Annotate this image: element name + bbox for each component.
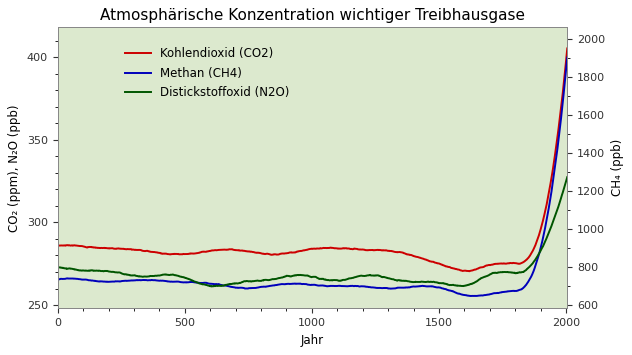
- Methan (CH4): [490, 291, 497, 295]
- Kohlendioxid (CO2): [64, 243, 72, 247]
- Distickstoffoxid (N2O): [64, 267, 72, 271]
- Distickstoffoxid (N2O): [338, 278, 346, 282]
- Kohlendioxid (CO2): [469, 268, 477, 272]
- Y-axis label: CH₄ (ppb): CH₄ (ppb): [611, 139, 624, 196]
- Methan (CH4): [469, 294, 477, 298]
- Line: Kohlendioxid (CO2): Kohlendioxid (CO2): [58, 48, 568, 271]
- Methan (CH4): [54, 278, 61, 282]
- Line: Distickstoffoxid (N2O): Distickstoffoxid (N2O): [58, 177, 568, 286]
- Distickstoffoxid (N2O): [54, 266, 61, 270]
- Distickstoffoxid (N2O): [564, 175, 571, 179]
- Kohlendioxid (CO2): [564, 46, 571, 50]
- Line: Methan (CH4): Methan (CH4): [58, 58, 568, 296]
- Distickstoffoxid (N2O): [208, 284, 216, 289]
- Methan (CH4): [466, 294, 474, 298]
- Methan (CH4): [252, 286, 259, 290]
- Kohlendioxid (CO2): [490, 262, 497, 266]
- Y-axis label: CO₂ (ppm), N₂O (ppb): CO₂ (ppm), N₂O (ppb): [8, 104, 21, 231]
- Methan (CH4): [338, 284, 346, 288]
- Kohlendioxid (CO2): [252, 250, 259, 255]
- X-axis label: Jahr: Jahr: [301, 334, 324, 347]
- Methan (CH4): [64, 276, 72, 280]
- Distickstoffoxid (N2O): [469, 281, 477, 285]
- Distickstoffoxid (N2O): [490, 271, 497, 275]
- Kohlendioxid (CO2): [338, 246, 346, 251]
- Methan (CH4): [509, 289, 516, 293]
- Kohlendioxid (CO2): [509, 261, 516, 265]
- Kohlendioxid (CO2): [54, 244, 61, 248]
- Methan (CH4): [564, 55, 571, 60]
- Distickstoffoxid (N2O): [509, 271, 516, 275]
- Distickstoffoxid (N2O): [252, 279, 259, 283]
- Kohlendioxid (CO2): [465, 269, 473, 273]
- Title: Atmosphärische Konzentration wichtiger Treibhausgase: Atmosphärische Konzentration wichtiger T…: [100, 8, 525, 23]
- Legend: Kohlendioxid (CO2), Methan (CH4), Distickstoffoxid (N2O): Kohlendioxid (CO2), Methan (CH4), Distic…: [125, 47, 289, 99]
